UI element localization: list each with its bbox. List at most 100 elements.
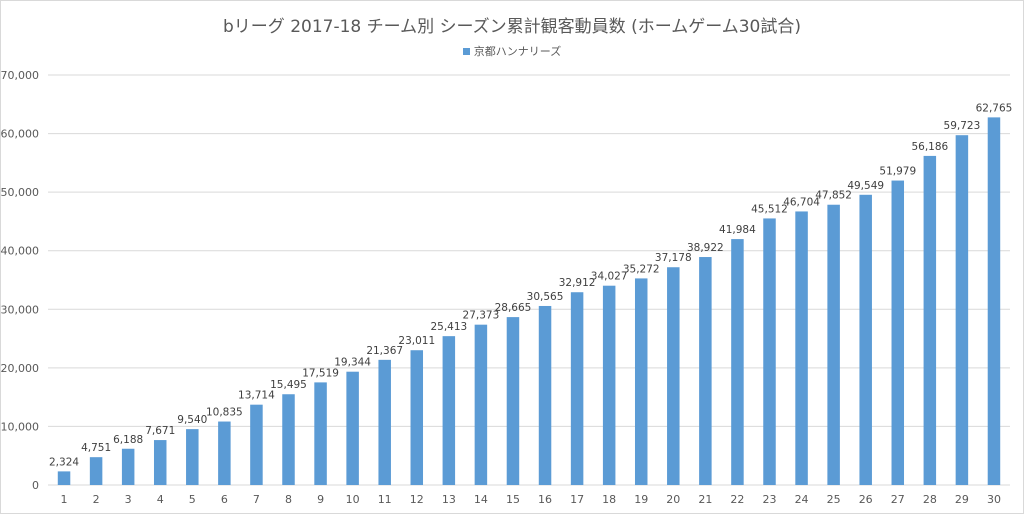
x-tick-label: 19 — [634, 493, 648, 506]
bar — [955, 135, 969, 486]
bar — [410, 350, 424, 485]
x-tick-label: 3 — [125, 493, 132, 506]
data-label: 15,495 — [270, 379, 307, 391]
bar — [731, 239, 744, 485]
x-tick-label: 18 — [602, 493, 616, 506]
data-label: 32,912 — [559, 277, 596, 289]
bar — [923, 155, 937, 485]
bar — [634, 278, 648, 485]
data-label: 9,540 — [177, 414, 207, 426]
x-tick-label: 6 — [221, 493, 228, 506]
x-tick-label: 16 — [538, 493, 552, 506]
bar — [667, 267, 680, 485]
x-tick-label: 13 — [442, 493, 456, 506]
y-tick-label: 70,000 — [1, 69, 40, 82]
bar — [250, 404, 263, 485]
bar — [570, 292, 584, 485]
bar — [506, 317, 520, 485]
x-tick-label: 28 — [923, 493, 937, 506]
x-tick-label: 27 — [891, 493, 905, 506]
data-label: 56,186 — [911, 141, 948, 153]
data-label: 10,835 — [206, 407, 243, 419]
bar — [859, 194, 872, 485]
data-label: 13,714 — [238, 390, 275, 402]
data-label: 21,367 — [366, 345, 403, 357]
legend-label: 京都ハンナリーズ — [473, 45, 562, 58]
data-label: 38,922 — [687, 242, 724, 254]
bar — [282, 394, 295, 485]
chart-title: bリーグ 2017-18 チーム別 シーズン累計観客動員数 (ホームゲーム30試… — [223, 17, 801, 37]
x-tick-label: 24 — [795, 493, 809, 506]
data-label: 19,344 — [334, 357, 371, 369]
x-tick-label: 7 — [253, 493, 260, 506]
x-tick-label: 23 — [763, 493, 777, 506]
x-tick-label: 20 — [666, 493, 680, 506]
data-label: 37,178 — [655, 252, 692, 264]
x-tick-label: 21 — [698, 493, 712, 506]
data-label: 25,413 — [430, 321, 467, 333]
x-tick-label: 17 — [570, 493, 584, 506]
data-label: 35,272 — [623, 263, 660, 275]
bar — [699, 257, 712, 485]
y-tick-label: 60,000 — [1, 128, 40, 141]
bar — [763, 218, 776, 485]
x-tick-label: 22 — [730, 493, 744, 506]
bar — [442, 336, 456, 485]
x-tick-label: 4 — [157, 493, 164, 506]
bar — [987, 117, 1001, 485]
data-label: 49,549 — [847, 180, 884, 192]
x-tick-label: 15 — [506, 493, 520, 506]
x-tick-label: 12 — [410, 493, 424, 506]
x-tick-label: 26 — [859, 493, 873, 506]
data-label: 27,373 — [463, 310, 500, 322]
x-tick-label: 9 — [317, 493, 324, 506]
bar — [795, 211, 808, 485]
x-tick-label: 5 — [189, 493, 196, 506]
y-tick-label: 50,000 — [1, 186, 40, 199]
data-label: 2,324 — [49, 456, 79, 468]
y-tick-label: 20,000 — [1, 362, 40, 375]
bar — [602, 285, 616, 485]
bar — [121, 448, 135, 485]
data-label: 30,565 — [527, 291, 564, 303]
x-tick-label: 14 — [474, 493, 488, 506]
data-label: 6,188 — [113, 434, 143, 446]
x-tick-label: 11 — [378, 493, 392, 506]
data-label: 47,852 — [815, 190, 852, 202]
y-tick-label: 30,000 — [1, 303, 40, 316]
x-tick-label: 8 — [285, 493, 292, 506]
bar — [218, 421, 231, 485]
bar — [153, 440, 167, 485]
data-label: 23,011 — [398, 335, 435, 347]
x-tick-label: 1 — [61, 493, 68, 506]
data-label: 45,512 — [751, 203, 788, 215]
y-tick-label: 0 — [32, 479, 39, 492]
data-label: 4,751 — [81, 442, 111, 454]
bar — [346, 371, 359, 485]
data-label: 51,979 — [879, 166, 916, 178]
bar — [186, 429, 199, 485]
data-label: 34,027 — [591, 271, 628, 283]
x-tick-label: 10 — [346, 493, 360, 506]
bar — [314, 382, 327, 485]
bar — [57, 471, 71, 485]
data-label: 28,665 — [495, 302, 532, 314]
data-label: 17,519 — [302, 367, 339, 379]
data-label: 41,984 — [719, 224, 756, 236]
data-label: 7,671 — [145, 425, 175, 437]
x-tick-label: 29 — [955, 493, 969, 506]
bar — [827, 204, 840, 485]
chart-legend: 京都ハンナリーズ — [0, 43, 1024, 59]
x-tick-label: 30 — [987, 493, 1001, 506]
legend-swatch — [462, 47, 470, 55]
data-label: 59,723 — [944, 120, 981, 132]
bar — [474, 324, 488, 485]
x-tick-label: 2 — [93, 493, 100, 506]
bar — [538, 305, 552, 485]
bar — [378, 359, 391, 485]
data-label: 62,765 — [976, 102, 1013, 114]
bar — [89, 457, 103, 485]
x-tick-label: 25 — [827, 493, 841, 506]
y-tick-label: 40,000 — [1, 245, 40, 258]
